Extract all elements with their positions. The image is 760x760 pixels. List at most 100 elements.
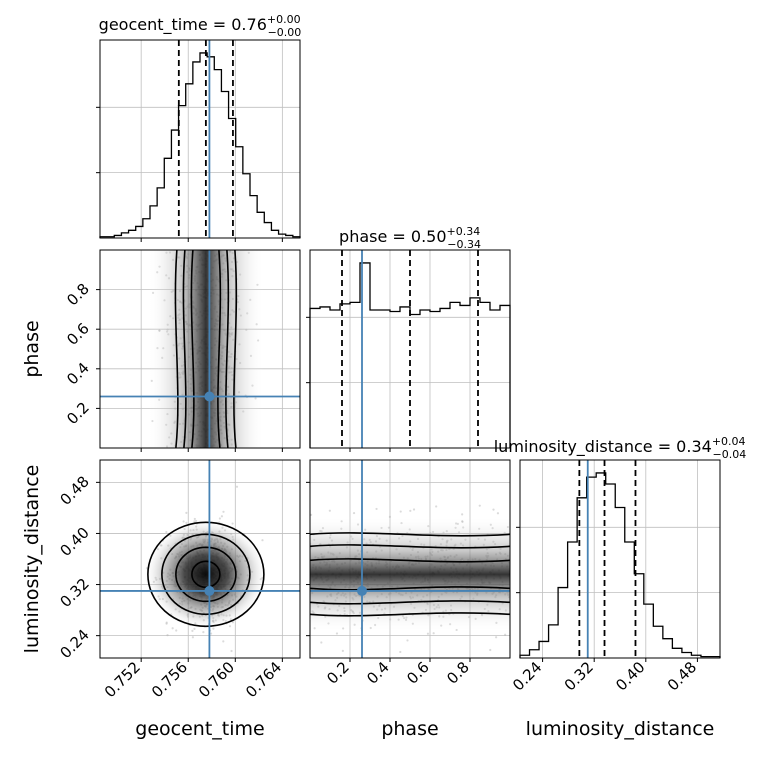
sample-point xyxy=(335,632,339,635)
y-tick-label: 0.24 xyxy=(56,626,92,662)
y-tick-label: 0.32 xyxy=(56,575,92,611)
density-contour-0 xyxy=(233,250,238,448)
density-contour-0 xyxy=(174,250,179,448)
sample-point xyxy=(235,485,239,488)
x-tick-label: 0.760 xyxy=(195,658,238,701)
sample-point xyxy=(399,510,402,513)
y-tick-label: 0.4 xyxy=(63,359,93,389)
sample-point xyxy=(222,510,225,513)
title-minus: −0.04 xyxy=(713,448,747,461)
density-contour-1 xyxy=(310,600,510,605)
x-tick-label: 0.6 xyxy=(403,658,433,688)
title-phase: phase = 0.50+0.34 −0.34 xyxy=(339,225,481,251)
sample-point xyxy=(230,649,233,653)
x-tick-label: 0.32 xyxy=(561,658,597,694)
y-axis-label-luminosity-distance: luminosity_distance xyxy=(21,465,43,654)
title-plus: +0.00 xyxy=(267,13,301,26)
density-band xyxy=(147,250,264,448)
sample-point xyxy=(195,672,197,674)
sample-point xyxy=(496,512,500,515)
histogram-geocent_time-frame xyxy=(99,39,301,239)
density-contour-1 xyxy=(161,533,251,616)
sample-point xyxy=(328,509,331,512)
title-value: geocent_time = 0.76 xyxy=(99,15,267,35)
sample-point xyxy=(504,633,507,636)
sample-point xyxy=(202,631,205,634)
sample-point xyxy=(412,508,416,511)
histogram-step-luminosity_distance xyxy=(519,472,721,658)
density-contour-0 xyxy=(310,532,510,537)
x-axis-label-phase: phase xyxy=(381,718,438,740)
histogram-geocent-time xyxy=(96,39,301,242)
title-minus: −0.00 xyxy=(268,26,302,39)
sample-point xyxy=(432,632,435,635)
x-tick-label: 0.48 xyxy=(664,658,700,694)
density-contour-2 xyxy=(310,586,510,591)
histogram-luminosity_distance-frame xyxy=(519,459,721,659)
y-tick-label: 0.2 xyxy=(63,399,93,429)
sample-point xyxy=(165,621,168,624)
sample-point xyxy=(478,504,481,507)
density-contour-0 xyxy=(147,521,265,628)
title-luminosity_distance: luminosity_distance = 0.34+0.04 −0.04 xyxy=(494,435,747,461)
sample-point xyxy=(399,650,402,654)
density-geocent_time-phase-frame xyxy=(99,249,301,449)
title-geocent_time: geocent_time = 0.76+0.00 −0.00 xyxy=(99,13,302,39)
title-value: phase = 0.50 xyxy=(339,227,446,246)
sample-point xyxy=(461,513,464,516)
x-tick-label: 0.2 xyxy=(323,658,353,688)
y-tick-label: 0.8 xyxy=(63,280,93,310)
histogram-luminosity-distance xyxy=(516,459,721,662)
density-contour-3 xyxy=(191,560,221,589)
density-geocent_time-luminosity_distance-frame xyxy=(99,459,301,659)
sample-point xyxy=(409,509,412,512)
density-phase-vs-geocent-time xyxy=(96,249,301,452)
y-tick-label: 0.48 xyxy=(56,472,92,508)
title-plus: +0.34 xyxy=(447,225,481,238)
sample-point xyxy=(165,622,168,625)
marginal-titles: geocent_time = 0.76+0.00 −0.00 phase = 0.5… xyxy=(99,13,747,461)
x-tick-label: 0.756 xyxy=(148,658,191,701)
sample-point xyxy=(191,629,194,632)
histogram-phase-frame xyxy=(309,249,511,449)
sample-point xyxy=(495,636,498,639)
density-contour-0 xyxy=(310,612,510,617)
sample-point xyxy=(341,649,344,652)
sample-point xyxy=(175,629,178,632)
density-phase-luminosity_distance-frame xyxy=(309,459,511,659)
x-axis-label-geocent-time: geocent_time xyxy=(135,718,264,740)
density-luminosity-distance-vs-geocent-time xyxy=(96,459,301,674)
density-contour-2 xyxy=(217,250,222,448)
x-tick-label: 0.8 xyxy=(443,658,473,688)
truth-marker xyxy=(204,585,215,596)
sample-point xyxy=(261,539,264,542)
title-plus: +0.04 xyxy=(712,435,746,448)
histogram-phase xyxy=(306,249,511,452)
sample-point xyxy=(166,634,169,637)
sample-point xyxy=(209,632,213,635)
sample-point xyxy=(489,648,492,652)
density-contour-1 xyxy=(182,250,187,448)
sample-point xyxy=(310,513,313,516)
sample-point xyxy=(171,627,174,630)
sample-point xyxy=(320,641,323,644)
y-axis-label-phase: phase xyxy=(21,320,43,377)
x-axis-label-luminosity-distance: luminosity_distance xyxy=(526,718,715,740)
histogram-step-geocent_time xyxy=(99,52,301,238)
x-tick-label: 0.4 xyxy=(363,658,393,688)
x-tick-label: 0.764 xyxy=(242,658,285,701)
sample-point xyxy=(220,515,224,518)
y-tick-label: 0.6 xyxy=(63,319,93,349)
panel-content xyxy=(143,485,268,674)
panel-content xyxy=(310,504,510,654)
density-luminosity-distance-vs-phase xyxy=(306,459,511,662)
sample-point xyxy=(406,639,409,642)
x-tick-label: 0.40 xyxy=(612,658,648,694)
sample-point xyxy=(426,632,430,635)
density-contour-2 xyxy=(175,546,237,603)
sample-point xyxy=(435,505,438,508)
density-contour-2 xyxy=(190,250,195,448)
panel-content xyxy=(147,250,264,448)
density-contour-1 xyxy=(310,544,510,549)
